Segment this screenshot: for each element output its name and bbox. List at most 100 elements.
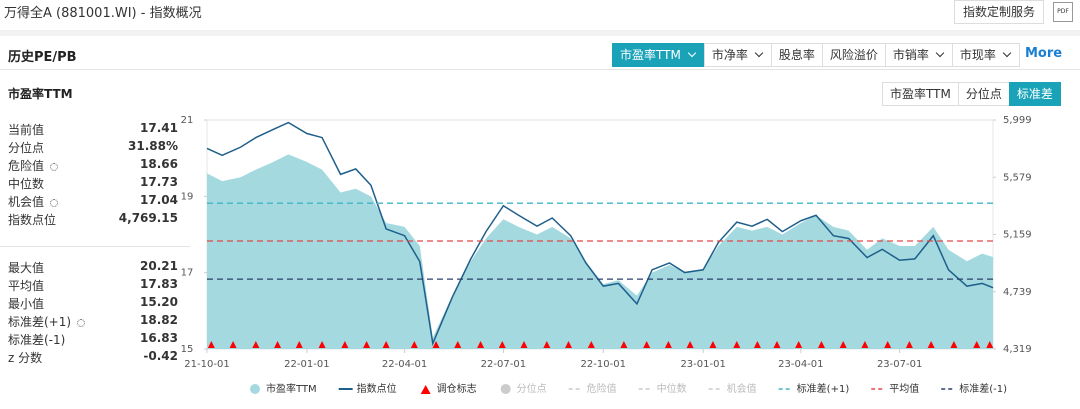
more-link[interactable]: More <box>1025 46 1063 61</box>
gear-icon[interactable] <box>50 198 59 207</box>
stat-value: 15.20 <box>140 295 178 309</box>
tab[interactable]: 风险溢价 <box>821 43 886 67</box>
stat-label: 最大值 <box>8 261 45 275</box>
rebalance-marker <box>565 341 573 348</box>
y2-tick-label: 5,579 <box>1003 172 1032 183</box>
stat-row: 当前值 17.41 <box>8 121 178 139</box>
x-tick-label: 23-01-01 <box>680 359 725 370</box>
stat-label: z 分数 <box>8 351 43 365</box>
rebalance-marker <box>973 341 981 348</box>
legend-label: 标准差(-1) <box>959 382 1007 395</box>
stat-value: 16.83 <box>140 331 178 345</box>
tab[interactable]: 股息率 <box>770 43 823 67</box>
rebalance-marker <box>643 341 651 348</box>
rebalance-marker <box>884 341 892 348</box>
rebalance-marker <box>207 341 215 348</box>
tab-label: 市净率 <box>711 48 748 62</box>
rebalance-marker <box>620 341 628 348</box>
stat-value: 17.73 <box>140 175 178 189</box>
gear-icon[interactable] <box>77 318 86 327</box>
rebalance-marker <box>543 341 551 348</box>
stat-row: 最大值 20.21 <box>8 259 178 277</box>
index-line <box>206 121 994 347</box>
rebalance-marker <box>905 341 913 348</box>
rebalance-marker <box>839 341 847 348</box>
rebalance-marker <box>274 341 282 348</box>
rebalance-marker <box>795 341 803 348</box>
tab[interactable]: 市盈率TTM <box>612 43 705 67</box>
x-tick-label: 21-10-01 <box>184 359 229 370</box>
divider <box>0 69 1080 70</box>
x-tick-label: 22-10-01 <box>581 359 626 370</box>
rebalance-marker <box>341 341 349 348</box>
rebalance-marker <box>410 341 418 348</box>
x-tick-label: 22-04-01 <box>382 359 427 370</box>
stat-row: 标准差(-1) 16.83 <box>8 331 178 349</box>
divider <box>0 246 190 247</box>
panel-title: 历史PE/PB <box>8 50 77 65</box>
rebalance-marker <box>295 341 303 348</box>
x-tick-label: 23-07-01 <box>877 359 922 370</box>
stat-value: 18.82 <box>140 313 178 327</box>
legend-label: 平均值 <box>889 382 919 395</box>
stat-row: 分位点 31.88% <box>8 139 178 157</box>
x-tick-label: 23-04-01 <box>778 359 823 370</box>
legend-icon <box>250 384 260 394</box>
tab[interactable]: 市净率 <box>703 43 772 67</box>
stat-label: 最小值 <box>8 297 45 311</box>
rebalance-marker <box>454 341 462 348</box>
rebalance-marker <box>252 341 260 348</box>
stat-label: 分位点 <box>8 141 45 155</box>
y2-tick-label: 5,159 <box>1003 230 1032 241</box>
legend-label: 调仓标志 <box>437 382 477 395</box>
sub-tab[interactable]: 标准差 <box>1008 82 1061 106</box>
rebalance-marker <box>709 341 717 348</box>
legend-label: 分位点 <box>517 382 547 395</box>
tab[interactable]: 市现率 <box>951 43 1020 67</box>
stat-label: 标准差(+1) <box>8 315 72 329</box>
stat-row: 危险值 18.66 <box>8 157 178 175</box>
rebalance-marker <box>733 341 741 348</box>
y-tick-label: 15 <box>181 344 194 355</box>
tab-label: 股息率 <box>778 48 815 62</box>
custom-service-button[interactable]: 指数定制服务 <box>954 0 1045 24</box>
legend-label: 机会值 <box>727 382 757 395</box>
legend-label: 标准差(+1) <box>797 382 850 395</box>
stat-row: 标准差(+1) 18.82 <box>8 313 178 331</box>
x-tick-label: 22-01-01 <box>284 359 329 370</box>
rebalance-marker <box>477 341 485 348</box>
pe-area <box>207 154 993 349</box>
rebalance-marker <box>950 341 958 348</box>
legend-label: 市盈率TTM <box>266 382 317 395</box>
stat-row: z 分数 -0.42 <box>8 349 178 367</box>
sub-title: 市盈率TTM <box>8 87 73 101</box>
tab[interactable]: 市销率 <box>884 43 953 67</box>
y-tick-label: 19 <box>181 191 194 202</box>
rebalance-marker <box>229 341 237 348</box>
stat-label: 当前值 <box>8 123 45 137</box>
sub-tab[interactable]: 市盈率TTM <box>882 82 959 106</box>
rebalance-marker <box>664 341 672 348</box>
stat-value: 17.83 <box>140 277 178 291</box>
tab-label: 市现率 <box>959 48 996 62</box>
page-title: 万得全A (881001.WI) - 指数概况 <box>4 6 202 21</box>
stat-label: 危险值 <box>8 159 45 173</box>
tab-label: 市盈率TTM <box>620 48 681 62</box>
stat-value: 20.21 <box>140 259 178 273</box>
y-tick-label: 17 <box>181 268 194 279</box>
gear-icon[interactable] <box>50 162 59 171</box>
tab-label: 市销率 <box>892 48 929 62</box>
y2-tick-label: 4,739 <box>1003 287 1032 298</box>
stat-row: 中位数 17.73 <box>8 175 178 193</box>
stat-value: 17.04 <box>140 193 178 207</box>
tab-label: 风险溢价 <box>829 48 878 62</box>
sub-tab[interactable]: 分位点 <box>957 82 1010 106</box>
stat-value: -0.42 <box>143 349 178 363</box>
stat-value: 31.88% <box>128 139 178 153</box>
stat-label: 指数点位 <box>8 213 57 227</box>
tab-bar: 市盈率TTM 市净率 股息率 风险溢价 市销率 市现率 <box>612 43 1020 67</box>
y2-tick-label: 5,999 <box>1003 115 1032 126</box>
rebalance-marker <box>587 341 595 348</box>
pdf-icon[interactable]: PDF <box>1053 2 1073 22</box>
stat-value: 18.66 <box>140 157 178 171</box>
